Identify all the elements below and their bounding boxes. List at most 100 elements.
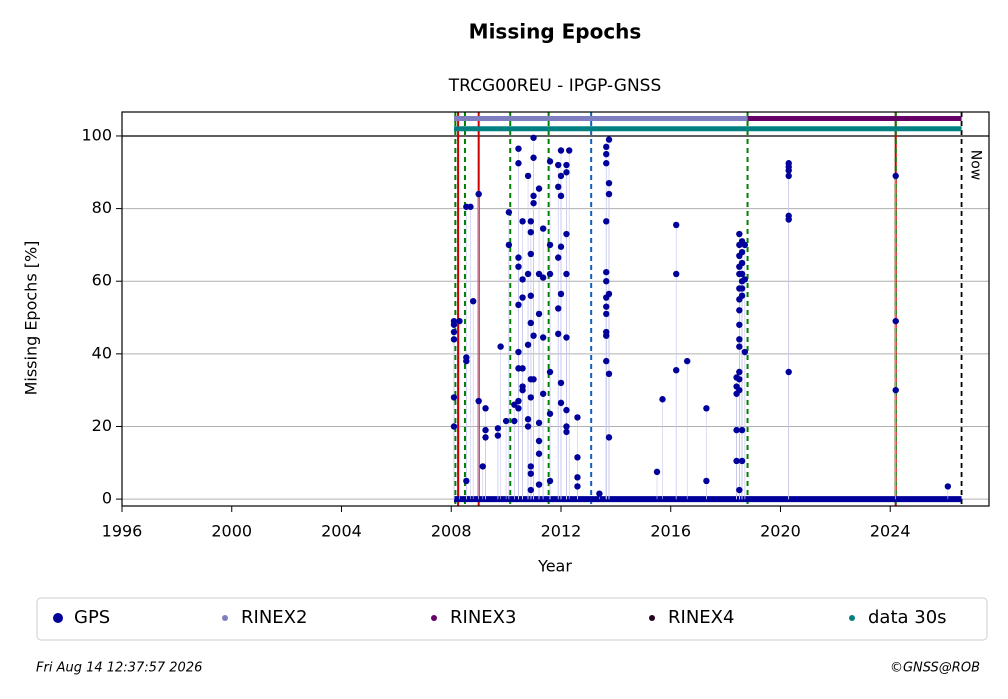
point: [603, 303, 610, 310]
legend-label: RINEX3: [450, 607, 516, 628]
point: [563, 334, 570, 341]
point: [892, 386, 899, 394]
point: [603, 357, 610, 365]
point: [546, 368, 554, 376]
point: [736, 321, 743, 328]
point: [519, 218, 526, 225]
point: [659, 396, 666, 403]
point: [785, 172, 792, 180]
point: [603, 278, 610, 285]
point: [738, 270, 746, 278]
point: [563, 423, 570, 430]
point: [535, 310, 543, 318]
point: [530, 154, 537, 161]
point: [738, 248, 746, 256]
point: [563, 161, 570, 169]
point: [505, 241, 513, 249]
point: [738, 292, 746, 299]
point: [450, 394, 458, 401]
point: [524, 416, 532, 423]
y-axis-label: Missing Epochs [%]: [22, 241, 41, 396]
point: [944, 483, 952, 490]
point: [557, 147, 565, 154]
footer-timestamp: Fri Aug 14 12:37:57 2026: [36, 661, 202, 676]
point: [603, 310, 610, 318]
point: [596, 490, 603, 497]
point: [539, 274, 547, 281]
point: [741, 241, 749, 249]
point: [515, 397, 522, 405]
point: [603, 160, 610, 167]
x-tick-label: 2020: [760, 522, 801, 541]
point: [450, 321, 458, 328]
x-tick-label: 2000: [211, 522, 252, 541]
point: [563, 406, 570, 414]
point: [736, 368, 743, 376]
point: [574, 454, 581, 461]
legend-box: [36, 597, 988, 641]
point: [736, 386, 743, 394]
point: [524, 423, 532, 430]
point: [733, 457, 740, 465]
point: [738, 259, 746, 267]
point: [539, 390, 547, 397]
footer-credit: ©GNSS@ROB: [890, 661, 980, 676]
point: [605, 136, 613, 143]
chart-title: Missing Epochs: [469, 20, 642, 44]
point: [539, 225, 547, 232]
point: [535, 185, 543, 192]
point: [557, 379, 565, 387]
point: [785, 368, 792, 376]
legend-marker: [849, 615, 855, 621]
point: [515, 348, 522, 356]
point: [892, 172, 899, 180]
point: [741, 348, 749, 356]
point: [519, 383, 526, 390]
point: [555, 330, 562, 338]
y-tick-label: 60: [92, 271, 112, 290]
point: [892, 317, 899, 325]
point: [603, 332, 610, 339]
point: [605, 370, 613, 378]
point: [482, 405, 489, 412]
point: [738, 426, 746, 434]
point: [736, 230, 743, 238]
point: [555, 183, 562, 191]
point: [515, 254, 522, 261]
point: [733, 426, 740, 434]
point: [546, 241, 554, 249]
point: [463, 357, 470, 365]
point: [527, 470, 535, 477]
point: [527, 292, 535, 299]
point: [530, 332, 537, 339]
point: [683, 357, 691, 365]
point: [563, 230, 570, 238]
plot-frame: [121, 111, 990, 507]
point: [527, 218, 535, 225]
point: [467, 203, 474, 210]
legend-label: RINEX2: [241, 607, 307, 628]
point: [557, 399, 565, 407]
point: [527, 486, 535, 494]
legend-marker: [649, 615, 655, 621]
point: [450, 336, 458, 343]
point: [546, 410, 554, 417]
point: [497, 343, 504, 350]
y-tick-label: 0: [102, 489, 112, 508]
point: [469, 297, 477, 305]
point: [511, 401, 518, 408]
point: [535, 450, 543, 457]
x-tick-label: 2008: [431, 522, 472, 541]
legend-label: RINEX4: [668, 607, 734, 628]
point: [519, 276, 526, 283]
x-tick-label: 2012: [541, 522, 582, 541]
legend-marker: [222, 615, 228, 621]
point: [563, 428, 570, 436]
point: [557, 290, 565, 298]
y-tick-label: 100: [81, 125, 112, 144]
point: [605, 190, 613, 198]
point: [653, 468, 661, 476]
point: [736, 336, 743, 343]
